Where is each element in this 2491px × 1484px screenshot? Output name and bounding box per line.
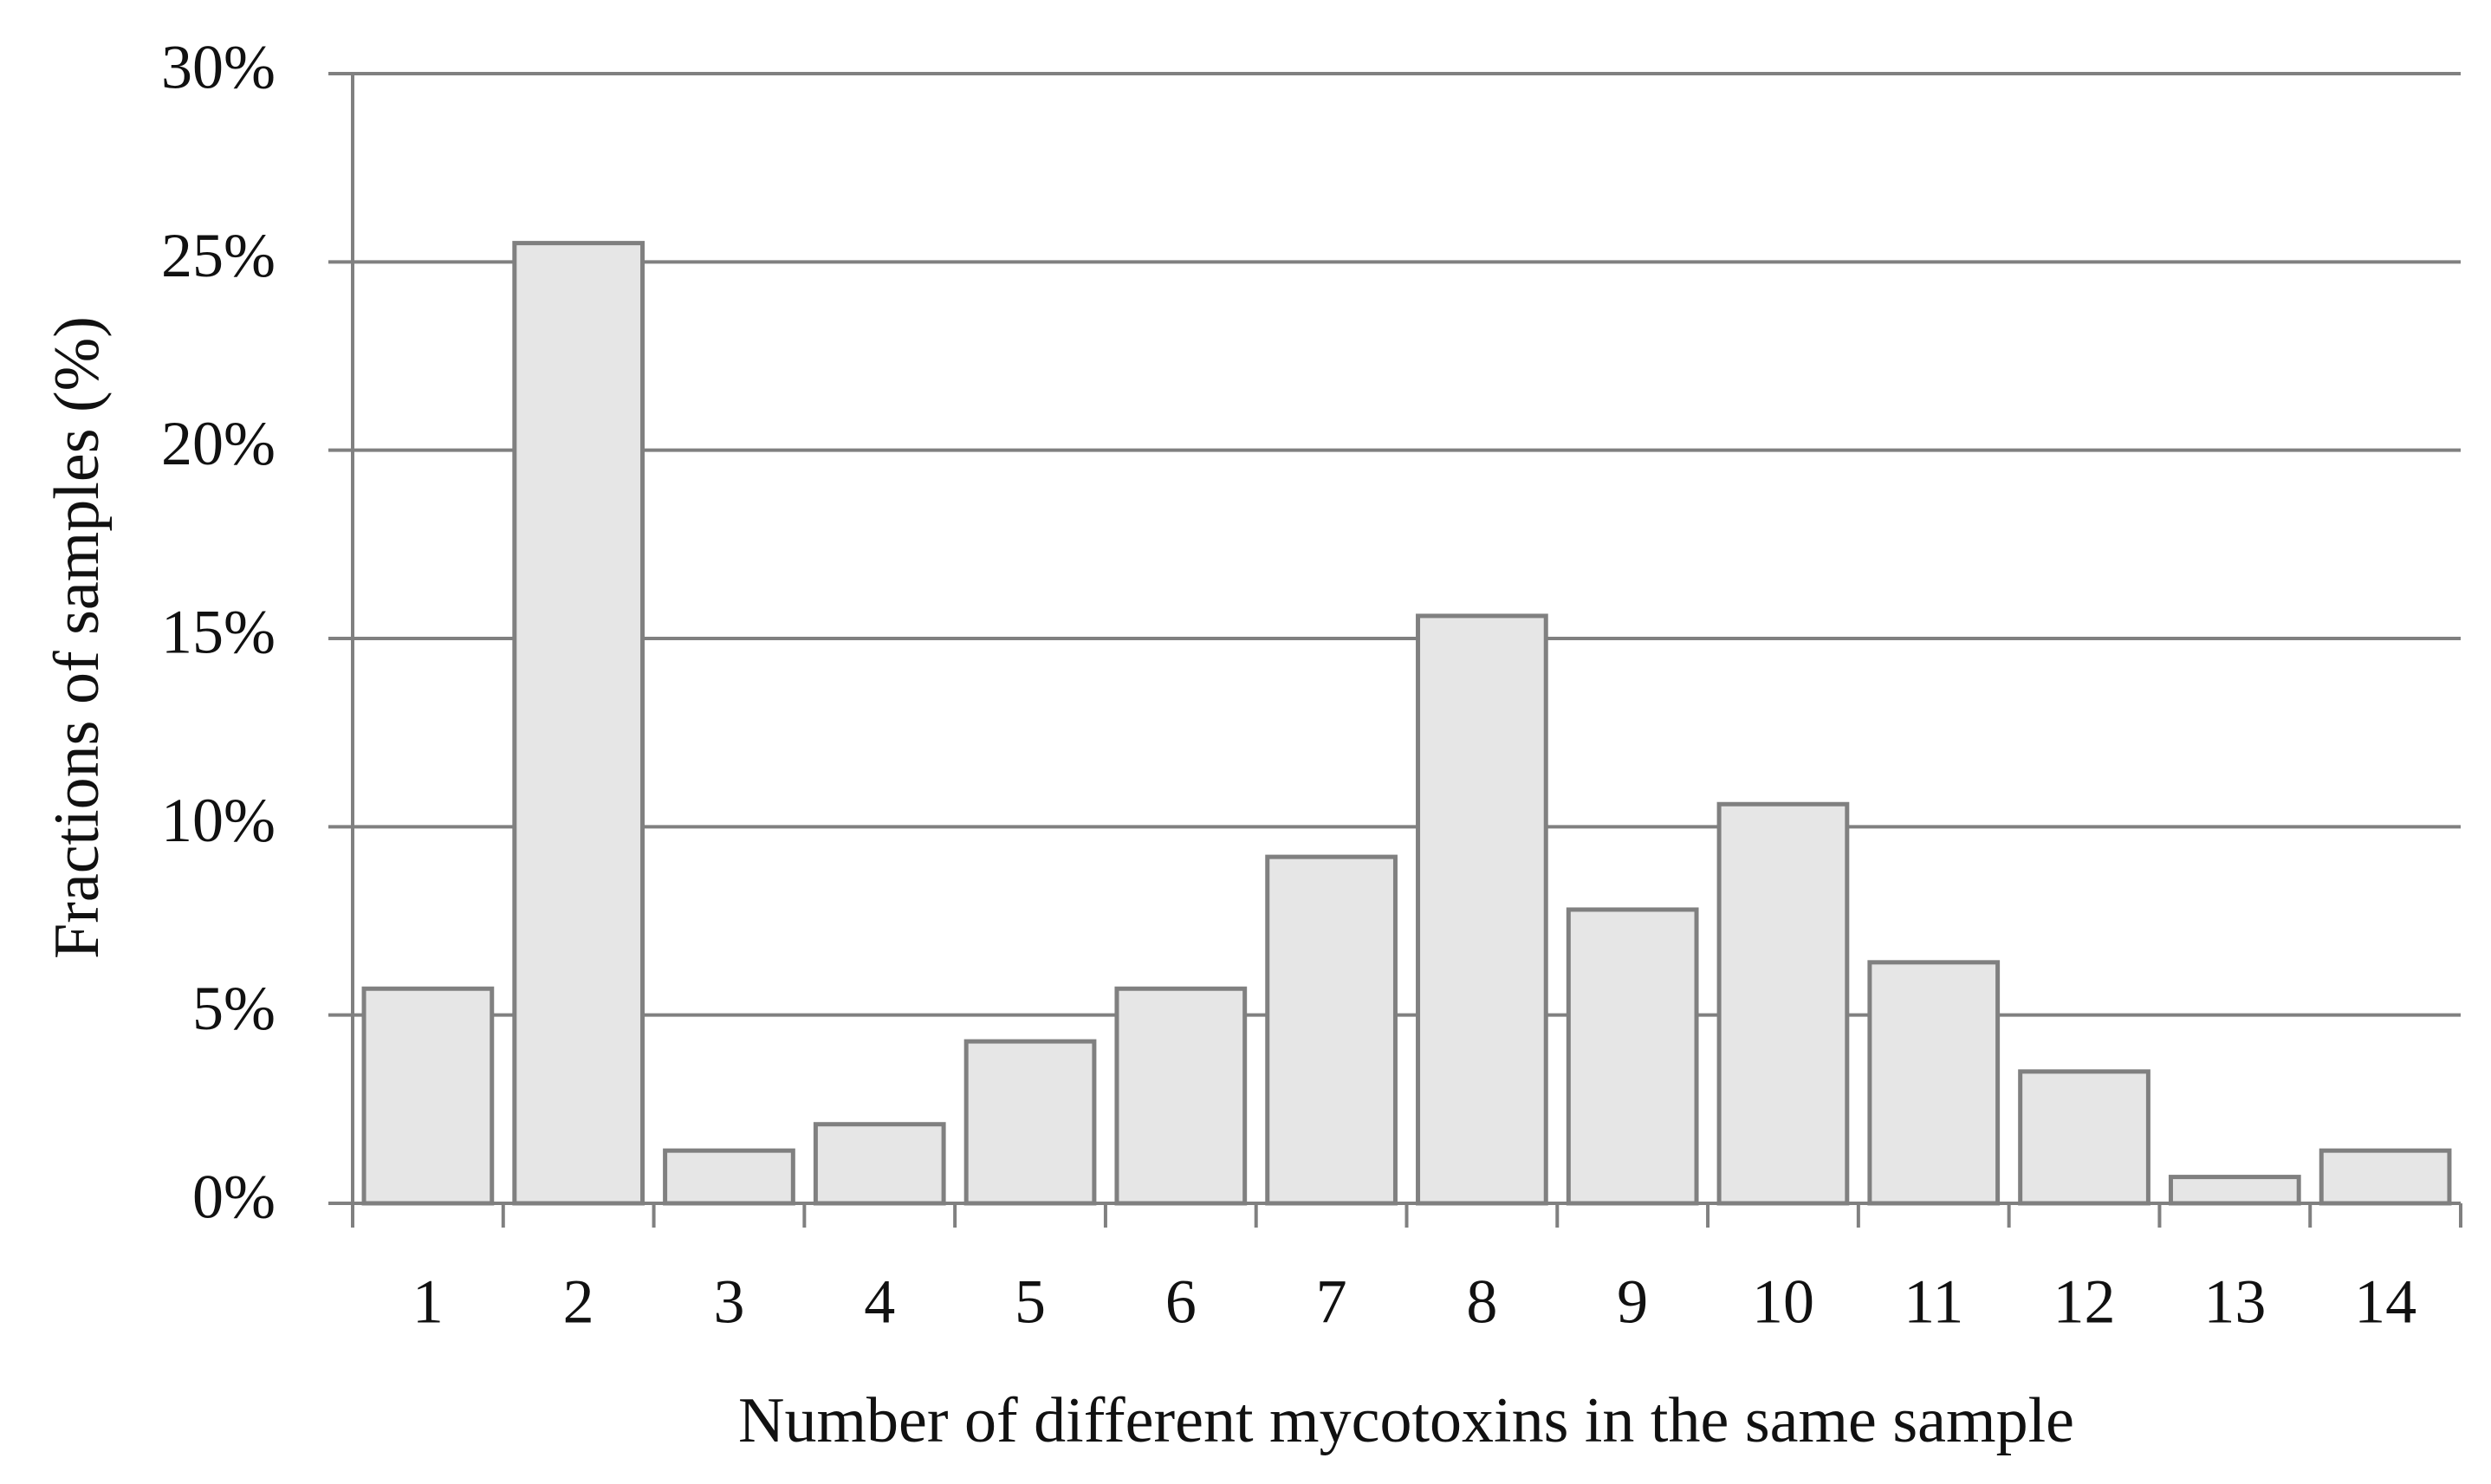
x-tick-label: 10 <box>1752 1267 1814 1337</box>
bar <box>1416 613 1548 1206</box>
bar <box>2018 1069 2150 1206</box>
x-tick-label: 7 <box>1316 1267 1347 1337</box>
bar <box>813 1122 946 1206</box>
bar <box>1265 854 1398 1206</box>
y-tick-label: 5% <box>192 974 276 1043</box>
y-tick-label: 10% <box>161 786 276 855</box>
x-tick-label: 12 <box>2053 1267 2116 1337</box>
bar <box>1716 801 1850 1206</box>
bar <box>1566 907 1699 1206</box>
y-tick-label: 25% <box>161 221 276 290</box>
x-tick-label: 6 <box>1165 1267 1197 1337</box>
x-tick-label: 13 <box>2203 1267 2266 1337</box>
x-tick-label: 3 <box>713 1267 744 1337</box>
y-tick-label: 15% <box>161 598 276 667</box>
x-tick-label: 4 <box>864 1267 895 1337</box>
x-axis-title: Number of different mycotoxins in the sa… <box>738 1385 2074 1456</box>
y-tick-label: 20% <box>161 409 276 478</box>
bar <box>361 986 495 1206</box>
x-tick-label: 1 <box>412 1267 444 1337</box>
x-tick-label: 2 <box>563 1267 594 1337</box>
bar <box>2168 1175 2301 1206</box>
bar <box>512 241 645 1206</box>
bar <box>1867 960 2001 1206</box>
x-tick-label: 11 <box>1904 1267 1963 1337</box>
x-tick-label: 8 <box>1466 1267 1497 1337</box>
y-axis-title: Fractions of samples (%) <box>42 316 113 959</box>
y-tick-label: 30% <box>161 33 276 102</box>
x-tick-label: 9 <box>1617 1267 1648 1337</box>
bar <box>2319 1148 2452 1206</box>
bar <box>663 1148 795 1206</box>
y-tick-label: 0% <box>192 1163 276 1232</box>
x-tick-label: 5 <box>1015 1267 1046 1337</box>
x-tick-label: 14 <box>2354 1267 2416 1337</box>
bar <box>963 1039 1097 1206</box>
bar <box>1114 986 1248 1206</box>
